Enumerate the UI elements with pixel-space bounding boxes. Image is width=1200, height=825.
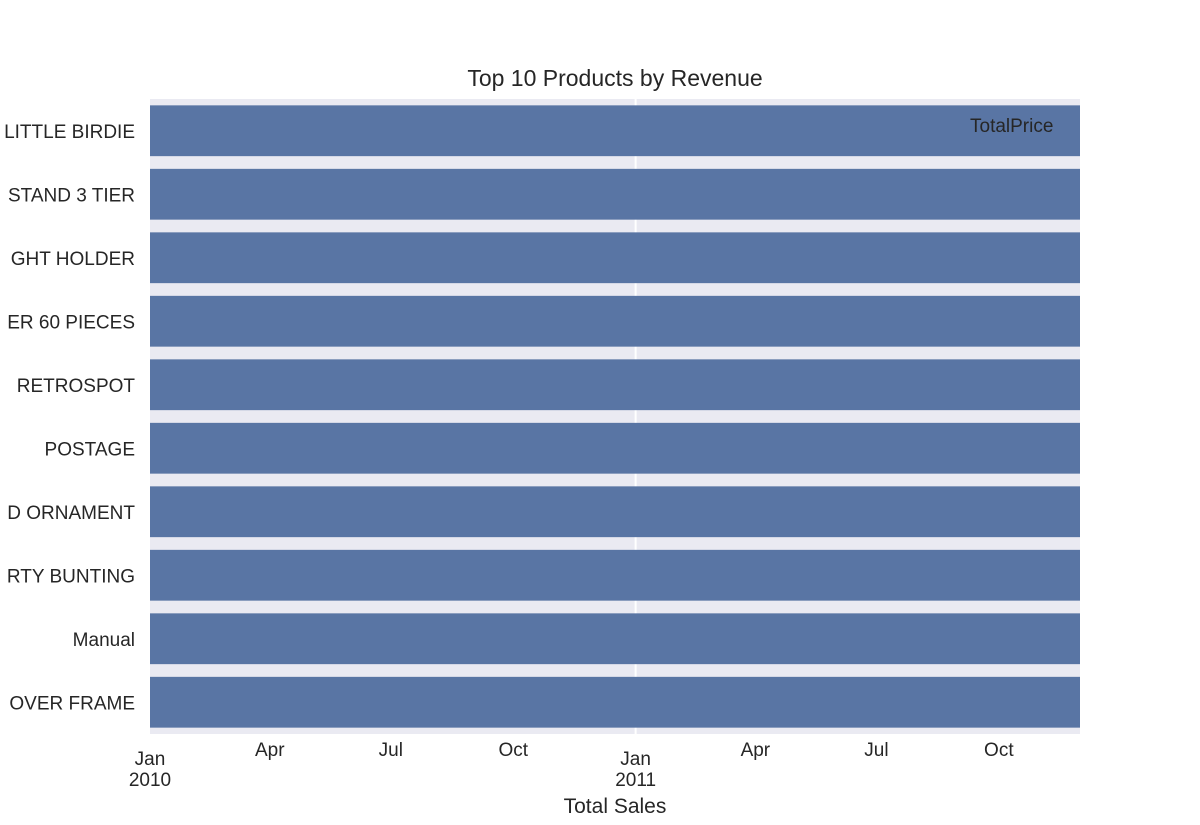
bar-3 [150, 295, 1080, 347]
x-tick-label-4: Jan [620, 749, 651, 770]
y-tick-label-6: D ORNAMENT [7, 503, 135, 524]
x-tick-label-1: Apr [255, 740, 285, 761]
x-tick-label-7: Oct [984, 740, 1014, 761]
y-tick-label-8: Manual [73, 630, 135, 651]
y-tick-label-7: RTY BUNTING [7, 566, 135, 587]
y-tick-label-0: LITTLE BIRDIE [4, 122, 135, 143]
bars [150, 105, 1080, 728]
x-tick-label-2: Jul [379, 740, 403, 761]
y-tick-labels: LITTLE BIRDIE STAND 3 TIER GHT HOLDER ER 60… [4, 122, 135, 715]
y-tick-label-4: RETROSPOT [17, 376, 136, 397]
bar-0 [150, 105, 1080, 157]
x-axis-label: Total Sales [564, 795, 667, 818]
x-tick-label-0: Jan [135, 749, 166, 770]
bar-5 [150, 422, 1080, 474]
chart-title: Top 10 Products by Revenue [467, 65, 762, 91]
bar-9 [150, 676, 1080, 728]
bar-7 [150, 549, 1080, 601]
y-tick-label-1: STAND 3 TIER [8, 185, 135, 206]
legend: TotalPrice [910, 116, 1053, 137]
bar-4 [150, 359, 1080, 411]
bar-8 [150, 613, 1080, 665]
bar-1 [150, 168, 1080, 220]
x-tick-label-6: Jul [864, 740, 888, 761]
y-tick-label-9: OVER FRAME [9, 693, 135, 714]
x-tick-label-3: Oct [498, 740, 528, 761]
bar-6 [150, 486, 1080, 538]
y-tick-label-5: POSTAGE [45, 439, 135, 460]
x-tick-year-label-4: 2011 [615, 770, 656, 791]
legend-label: TotalPrice [970, 116, 1053, 137]
x-tick-year-label-0: 2010 [129, 770, 171, 791]
bar-2 [150, 232, 1080, 284]
x-tick-label-5: Apr [741, 740, 771, 761]
y-tick-label-3: ER 60 PIECES [7, 312, 135, 333]
y-tick-label-2: GHT HOLDER [11, 249, 135, 270]
